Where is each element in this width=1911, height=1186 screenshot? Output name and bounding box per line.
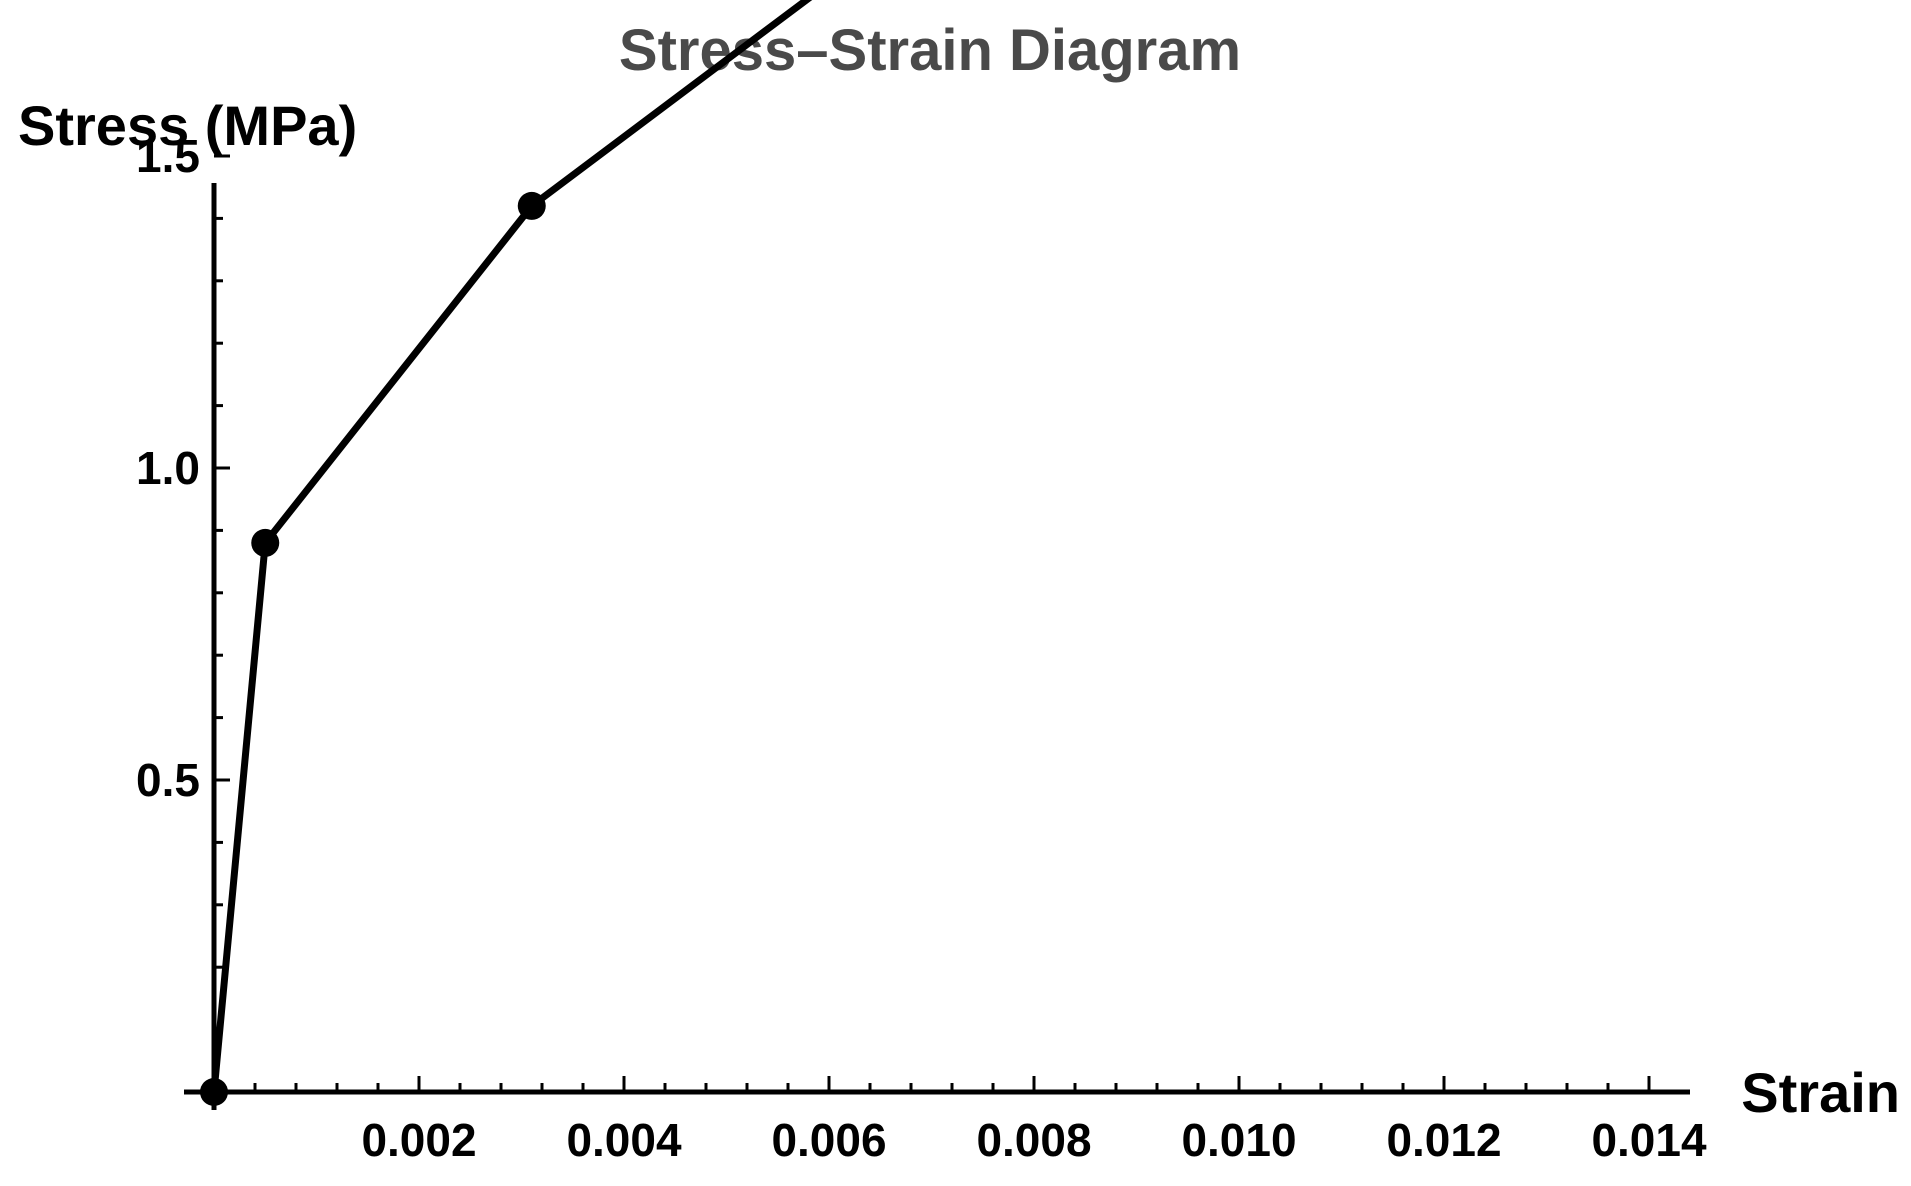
y-tick-labels: 0.51.01.52.02.5 [136, 130, 200, 806]
x-axis-label: Strain [1741, 1061, 1900, 1124]
y-axis-label: Stress (MPa) [18, 94, 357, 157]
x-tick-label: 0.002 [361, 1114, 476, 1166]
data-point [517, 191, 546, 220]
y-tick-label: 1.5 [136, 130, 200, 182]
data-point [251, 528, 280, 557]
y-tick-label: 1.0 [136, 442, 200, 494]
chart-title: Stress–Strain Diagram [619, 18, 1241, 83]
x-tick-label: 0.004 [566, 1114, 682, 1166]
minor-ticks [214, 216, 1651, 1092]
x-tick-label: 0.014 [1591, 1114, 1707, 1166]
series-group [200, 0, 813, 1106]
x-tick-label: 0.012 [1386, 1114, 1501, 1166]
data-point [200, 1078, 228, 1106]
x-tick-label: 0.008 [976, 1114, 1091, 1166]
major-ticks [214, 154, 1651, 1092]
x-tick-label: 0.006 [771, 1114, 886, 1166]
y-tick-label: 0.5 [136, 754, 200, 806]
x-tick-label: 0.010 [1181, 1114, 1296, 1166]
series-line [210, 0, 813, 1096]
x-tick-labels: 0.002 0.004 0.006 0.008 0.010 0.012 0.014 [361, 1114, 1707, 1166]
